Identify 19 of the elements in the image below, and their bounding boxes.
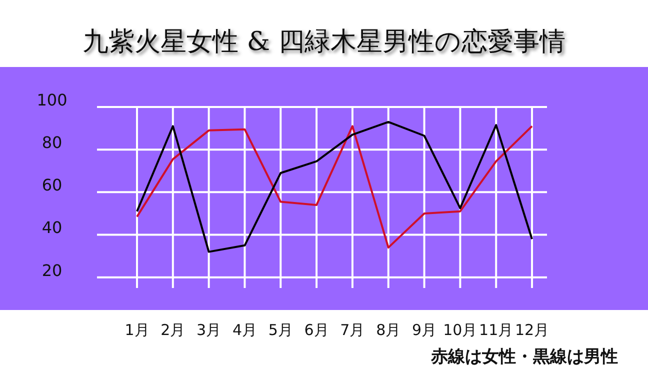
x-tick-label: 7月	[340, 321, 365, 339]
text: 赤線は女性・黒線は男性	[430, 347, 618, 367]
y-tick-label: 60	[42, 176, 62, 195]
y-tick-label: 40	[42, 218, 62, 238]
y-tick-label: 20	[42, 260, 62, 280]
x-tick-label: 1月	[124, 321, 150, 339]
x-tick-label: 4月	[232, 321, 257, 339]
x-tick-label: 5月	[268, 321, 293, 339]
y-tick-label: 100	[36, 90, 68, 110]
x-tick-label: 2月	[160, 321, 186, 339]
x-tick-label: 9月	[412, 321, 437, 339]
y-tick-label: 80	[42, 132, 62, 152]
x-tick-label: 6月	[304, 321, 329, 339]
x-tick-label: 11月	[479, 321, 514, 339]
x-tick-label: 3月	[196, 321, 222, 339]
x-tick-label: 10月	[443, 321, 478, 339]
x-tick-label: 12月	[514, 321, 550, 339]
chart-title: 九紫火星女性 & 四緑木星男性の恋愛事情	[82, 27, 566, 57]
x-tick-label: 8月	[376, 321, 401, 339]
